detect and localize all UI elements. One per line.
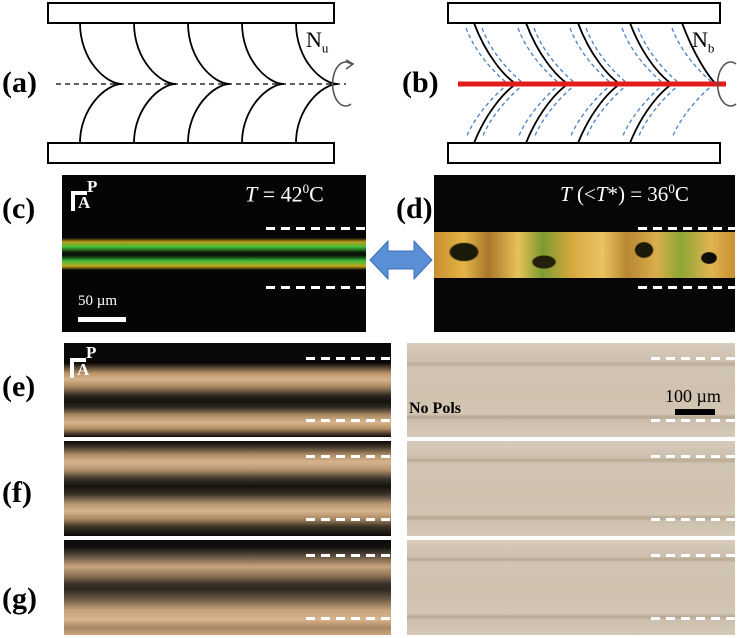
director-nb-label: Nb <box>692 27 715 56</box>
micrograph-f-crossed <box>64 441 391 536</box>
micrograph-c: P A T = 420C 50 µm <box>62 175 366 332</box>
schematic-b <box>446 0 737 168</box>
analyzer-label: A <box>78 193 91 212</box>
panel-label-d: (d) <box>396 192 433 225</box>
director-nu-label: Nu <box>306 27 329 56</box>
polarizer-label: P <box>87 177 98 196</box>
scale-bar-label-e: 100 µm <box>665 386 721 406</box>
polarizer-analyzer-icon <box>71 191 87 211</box>
panel-label-b: (b) <box>402 66 439 99</box>
micrograph-g-crossed <box>64 540 391 635</box>
scale-bar-e <box>675 409 715 415</box>
panel-label-g: (g) <box>2 582 37 615</box>
panel-label-a: (a) <box>2 66 37 99</box>
panel-label-e: (e) <box>2 370 36 403</box>
panel-label-f: (f) <box>2 476 32 509</box>
micrograph-d: T (<T*) = 360C <box>434 175 735 332</box>
micrograph-e-crossed: P A <box>64 343 391 437</box>
micrograph-g-nopols <box>407 540 735 635</box>
analyzer-label-e: A <box>77 360 90 379</box>
temperature-label-d: T (<T*) = 360C <box>560 181 689 206</box>
micrograph-f-nopols <box>407 441 735 536</box>
scale-bar-label-c: 50 µm <box>78 293 118 309</box>
double-arrow-icon <box>368 237 434 283</box>
polarizer-analyzer-icon-e <box>70 358 86 378</box>
temperature-label-c: T = 420C <box>245 181 324 207</box>
panel-label-c: (c) <box>2 192 36 225</box>
polarizer-label-e: P <box>86 343 97 362</box>
micrograph-e-nopols: No Pols 100 µm <box>407 343 735 437</box>
schematic-a <box>46 0 376 168</box>
scale-bar-c <box>78 317 126 322</box>
no-polarizers-label: No Pols <box>409 400 461 417</box>
